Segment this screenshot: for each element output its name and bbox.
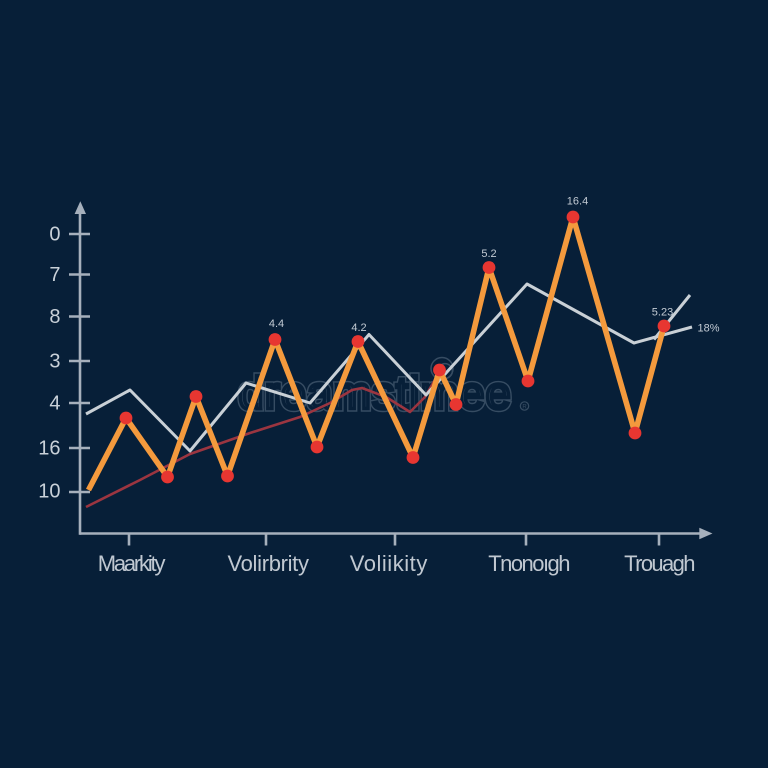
svg-text:0: 0 bbox=[49, 224, 60, 246]
svg-text:16.4: 16.4 bbox=[567, 196, 588, 208]
svg-text:Volirbrity: Volirbrity bbox=[228, 551, 309, 576]
svg-text:18%: 18% bbox=[697, 323, 719, 335]
svg-text:R: R bbox=[522, 405, 527, 411]
svg-text:4: 4 bbox=[49, 393, 60, 415]
svg-text:Voliikity: Voliikity bbox=[350, 551, 428, 576]
svg-text:4.4: 4.4 bbox=[269, 318, 284, 330]
svg-text:Tnonoıgh: Tnonoıgh bbox=[488, 551, 569, 576]
svg-text:4.2: 4.2 bbox=[351, 322, 366, 334]
svg-text:5.23: 5.23 bbox=[652, 307, 673, 319]
svg-text:3: 3 bbox=[49, 351, 60, 373]
svg-text:7: 7 bbox=[49, 264, 60, 286]
svg-text:5.2: 5.2 bbox=[481, 248, 496, 260]
svg-text:16: 16 bbox=[38, 438, 60, 460]
svg-text:10: 10 bbox=[38, 481, 60, 503]
svg-text:Trouagh: Trouagh bbox=[624, 551, 694, 576]
svg-text:Maarkity: Maarkity bbox=[98, 551, 166, 576]
svg-text:8: 8 bbox=[49, 306, 60, 328]
